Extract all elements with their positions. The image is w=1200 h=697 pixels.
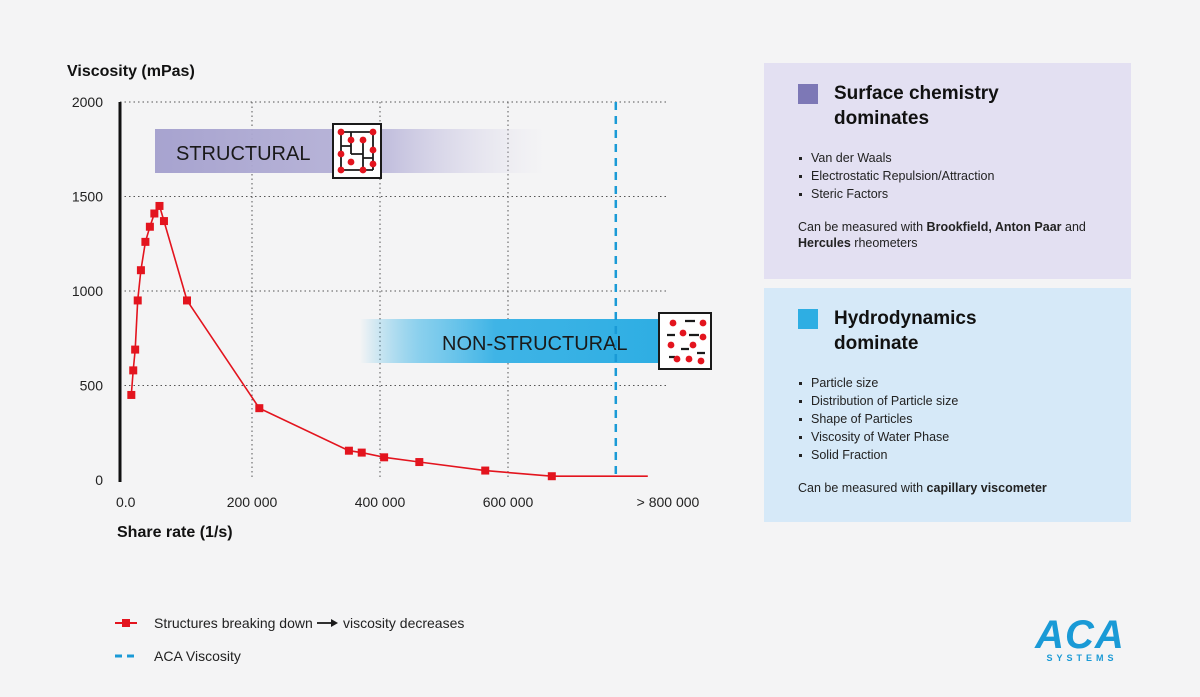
hydro-note: Can be measured with capillary viscomete… bbox=[798, 480, 1111, 496]
y-tick-label: 500 bbox=[80, 378, 104, 394]
list-item: Shape of Particles bbox=[798, 410, 1111, 428]
data-point bbox=[255, 404, 264, 413]
surface-panel-header: Surface chemistry dominates bbox=[798, 81, 1111, 131]
surface-note: Can be measured with Brookfield, Anton P… bbox=[798, 219, 1111, 251]
list-item: Particle size bbox=[798, 374, 1111, 392]
surface-swatch bbox=[798, 84, 818, 104]
y-tick-label: 2000 bbox=[72, 94, 103, 110]
y-tick-label: 1500 bbox=[72, 189, 103, 205]
data-point bbox=[150, 209, 159, 218]
legend-item-aca: ACA Viscosity bbox=[115, 648, 241, 664]
x-axis-label: Share rate (1/s) bbox=[117, 524, 233, 541]
data-point bbox=[183, 296, 191, 305]
structural-band-label: STRUCTURAL bbox=[176, 143, 310, 165]
hydro-title-line2: dominate bbox=[834, 333, 919, 354]
list-item: Van der Waals bbox=[798, 149, 1111, 167]
surface-note-d: Hercules bbox=[798, 236, 851, 250]
series bbox=[127, 102, 648, 481]
data-point bbox=[380, 453, 389, 462]
surface-factor-list: Van der Waals Electrostatic Repulsion/At… bbox=[798, 149, 1111, 203]
data-point bbox=[127, 390, 136, 399]
nonstructural-band: NON-STRUCTURAL bbox=[360, 312, 712, 370]
hydro-title-line1: Hydrodynamics bbox=[834, 308, 977, 329]
logo-text: ACA bbox=[1034, 615, 1125, 657]
data-point bbox=[159, 217, 168, 226]
data-point bbox=[145, 222, 154, 231]
surface-title-line1: Surface chemistry bbox=[834, 83, 999, 104]
data-point bbox=[133, 296, 142, 305]
x-tick-label: 0.0 bbox=[116, 494, 136, 510]
data-point bbox=[129, 366, 138, 375]
dispersed-particles-icon bbox=[658, 312, 712, 370]
list-item: Viscosity of Water Phase bbox=[798, 428, 1111, 446]
hydrodynamics-panel: Hydrodynamics dominate Particle size Dis… bbox=[764, 288, 1131, 522]
surface-chemistry-panel: Surface chemistry dominates Van der Waal… bbox=[764, 63, 1131, 279]
arrow-right-icon bbox=[317, 619, 338, 627]
x-tick-label: 400 000 bbox=[355, 494, 406, 510]
x-tick-label: 600 000 bbox=[483, 494, 534, 510]
legend-text-aca: ACA Viscosity bbox=[154, 648, 241, 664]
nonstructural-band-bar bbox=[360, 319, 660, 363]
data-point bbox=[547, 472, 556, 481]
y-tick-label: 0 bbox=[95, 472, 103, 488]
nonstructural-band-label: NON-STRUCTURAL bbox=[442, 333, 628, 355]
hydro-note-b: capillary viscometer bbox=[926, 481, 1047, 495]
surface-note-a: Can be measured with bbox=[798, 220, 927, 234]
data-point bbox=[131, 345, 140, 354]
legend-text-structures: Structures breaking down bbox=[154, 615, 313, 631]
data-point bbox=[415, 458, 424, 467]
x-tick-label: 200 000 bbox=[227, 494, 278, 510]
surface-note-c: and bbox=[1061, 220, 1086, 234]
structural-band: STRUCTURAL bbox=[155, 123, 545, 179]
data-point bbox=[141, 237, 150, 246]
aca-systems-logo: ACA SYSTEMS bbox=[1034, 615, 1125, 663]
hydro-panel-title: Hydrodynamics dominate bbox=[834, 306, 1034, 356]
data-point bbox=[155, 201, 164, 210]
hydro-panel-header: Hydrodynamics dominate bbox=[798, 306, 1111, 356]
surface-note-b: Brookfield, Anton Paar bbox=[926, 220, 1062, 234]
hydro-factor-list: Particle size Distribution of Particle s… bbox=[798, 374, 1111, 464]
surface-panel-title: Surface chemistry dominates bbox=[834, 81, 1034, 131]
tick-labels: 0 500 1000 1500 2000 0.0 200 000 400 000 600 000… bbox=[72, 94, 700, 510]
surface-title-line2: dominates bbox=[834, 108, 930, 129]
data-point bbox=[344, 446, 353, 455]
surface-note-e: rheometers bbox=[850, 236, 918, 250]
structural-network-icon bbox=[332, 123, 382, 179]
list-item: Solid Fraction bbox=[798, 446, 1111, 464]
data-point bbox=[136, 266, 145, 275]
data-point bbox=[357, 448, 366, 457]
hydro-note-a: Can be measured with bbox=[798, 481, 927, 495]
legend-item-structures: Structures breaking down viscosity decre… bbox=[115, 615, 464, 631]
y-axis-label: Viscosity (mPas) bbox=[67, 63, 195, 80]
list-item: Steric Factors bbox=[798, 185, 1111, 203]
y-tick-label: 1000 bbox=[72, 283, 103, 299]
data-point bbox=[481, 466, 490, 475]
legend-text-viscosity: viscosity decreases bbox=[343, 615, 464, 631]
logo-subtext: SYSTEMS bbox=[1046, 653, 1117, 663]
legend: Structures breaking down viscosity decre… bbox=[115, 615, 464, 664]
legend-red-marker bbox=[122, 619, 130, 627]
chart: Viscosity (mPas) Share rate (1/s) STRUCT… bbox=[67, 63, 712, 664]
list-item: Electrostatic Repulsion/Attraction bbox=[798, 167, 1111, 185]
list-item: Distribution of Particle size bbox=[798, 392, 1111, 410]
x-tick-label: > 800 000 bbox=[637, 494, 700, 510]
hydro-swatch bbox=[798, 309, 818, 329]
